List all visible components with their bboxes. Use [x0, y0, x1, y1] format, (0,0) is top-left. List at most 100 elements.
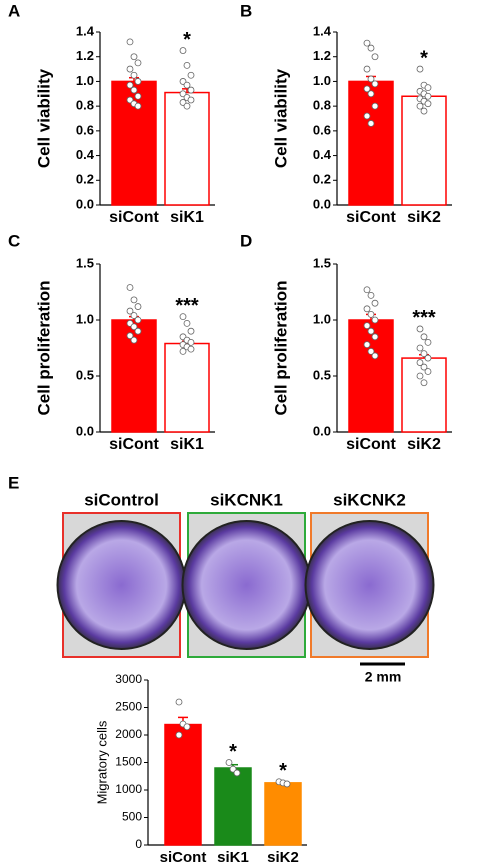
- data-point: [420, 333, 428, 341]
- y-tick-label: 0.6: [313, 122, 331, 137]
- data-point: [424, 354, 432, 362]
- data-point: [283, 780, 291, 788]
- data-point: [130, 53, 138, 61]
- y-tick-label: 1000: [115, 782, 142, 796]
- panel-letter: D: [240, 231, 252, 250]
- data-point: [130, 312, 138, 319]
- data-point: [420, 379, 428, 387]
- y-tick-label: 0.5: [313, 367, 331, 382]
- x-tick-label: siCont: [346, 436, 396, 453]
- data-point: [371, 333, 379, 341]
- image-label: siControl: [84, 490, 159, 509]
- data-point: [371, 316, 379, 324]
- data-point: [126, 65, 134, 73]
- y-axis-label: Migratory cells: [94, 720, 109, 804]
- data-point: [367, 90, 375, 98]
- y-tick-label: 1.5: [76, 255, 94, 270]
- data-point: [187, 86, 195, 94]
- y-tick-label: 0.8: [313, 98, 331, 113]
- data-point: [367, 44, 375, 52]
- image-label: siKCNK2: [333, 490, 406, 509]
- data-point: [187, 345, 195, 353]
- x-tick-label: siCont: [160, 849, 207, 866]
- bar: [348, 80, 394, 206]
- x-tick-label: siCont: [109, 209, 159, 226]
- data-point: [416, 325, 424, 333]
- y-axis-label: Cell proliferation: [34, 280, 53, 415]
- y-axis-label: Cell proliferation: [271, 280, 290, 415]
- image-label: siKCNK1: [210, 490, 283, 509]
- y-tick-label: 1.0: [313, 311, 331, 326]
- panel-letter: A: [8, 1, 20, 20]
- y-tick-label: 0.4: [76, 147, 95, 162]
- data-point: [175, 731, 183, 739]
- data-point: [130, 296, 138, 304]
- data-point: [187, 96, 195, 104]
- significance: *: [183, 29, 191, 51]
- y-tick-label: 1.5: [313, 255, 331, 270]
- y-tick-label: 0.0: [313, 196, 331, 211]
- culture-dish: [181, 520, 312, 650]
- data-point: [363, 65, 371, 73]
- y-tick-label: 0.0: [313, 423, 331, 438]
- data-point: [371, 299, 379, 307]
- significance: ***: [175, 295, 199, 317]
- data-point: [424, 100, 432, 108]
- data-point: [416, 102, 424, 110]
- data-point: [126, 284, 134, 291]
- scale-bar-label: 2 mm: [365, 669, 402, 685]
- significance: *: [279, 760, 287, 782]
- y-tick-label: 3000: [115, 672, 142, 686]
- data-point: [420, 363, 428, 371]
- data-point: [371, 53, 379, 61]
- y-tick-label: 0.2: [76, 172, 94, 187]
- data-point: [134, 102, 142, 110]
- data-point: [130, 71, 138, 79]
- bar: [164, 723, 202, 846]
- y-tick-label: 1.0: [313, 73, 331, 88]
- data-point: [416, 344, 424, 352]
- data-point: [416, 65, 424, 73]
- data-point: [175, 698, 183, 706]
- data-point: [367, 120, 375, 127]
- data-point: [130, 323, 138, 331]
- x-tick-label: siCont: [346, 209, 396, 226]
- significance: *: [229, 741, 237, 763]
- data-point: [225, 759, 233, 766]
- culture-dish: [56, 520, 187, 650]
- y-tick-label: 0.2: [313, 172, 331, 187]
- x-tick-label: siK2: [267, 849, 299, 866]
- x-tick-label: siK2: [407, 209, 441, 226]
- y-axis-label: Cell viability: [271, 68, 290, 168]
- data-point: [367, 310, 375, 318]
- data-point: [134, 303, 142, 310]
- data-point: [371, 102, 379, 110]
- y-tick-label: 1.2: [76, 48, 94, 63]
- y-tick-label: 0.0: [76, 423, 94, 438]
- bar: [164, 342, 210, 433]
- data-point: [183, 723, 191, 731]
- data-point: [183, 102, 191, 110]
- bar: [348, 319, 394, 433]
- panel-letter: E: [8, 473, 19, 492]
- data-point: [233, 769, 241, 777]
- data-point: [367, 75, 375, 83]
- significance: ***: [412, 307, 436, 329]
- data-point: [187, 327, 195, 335]
- data-point: [134, 78, 142, 85]
- panel-letter: C: [8, 231, 20, 250]
- data-point: [363, 112, 371, 120]
- data-point: [229, 765, 237, 773]
- data-point: [371, 80, 379, 88]
- y-tick-label: 0.8: [76, 98, 94, 113]
- y-tick-label: 1.4: [313, 23, 332, 38]
- data-point: [371, 352, 379, 360]
- bar: [264, 782, 302, 846]
- data-point: [367, 327, 375, 335]
- data-point: [363, 305, 371, 313]
- data-point: [416, 359, 424, 366]
- data-point: [367, 291, 375, 299]
- culture-dish: [304, 520, 435, 650]
- data-point: [363, 341, 371, 349]
- data-point: [416, 372, 424, 380]
